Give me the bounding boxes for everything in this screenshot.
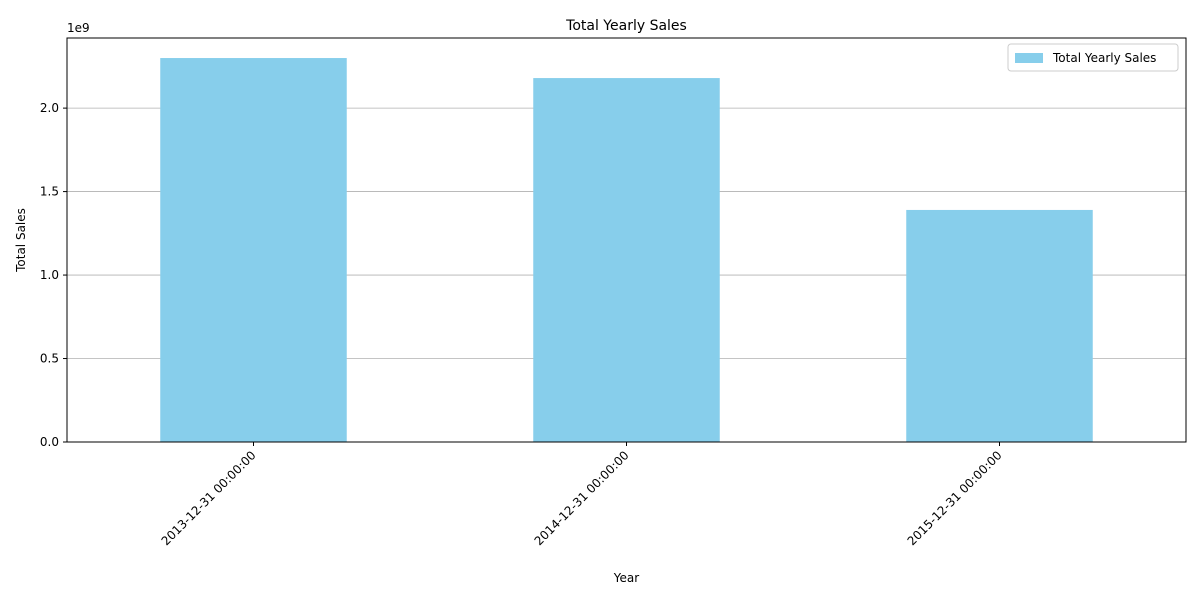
y-tick-label: 0.0 — [40, 435, 59, 449]
x-tick-label: 2015-12-31 00:00:00 — [905, 448, 1005, 548]
x-tick-label: 2014-12-31 00:00:00 — [532, 448, 632, 548]
bar — [906, 209, 1093, 442]
legend-label: Total Yearly Sales — [1052, 51, 1156, 65]
x-axis-ticks: 2013-12-31 00:00:00 2014-12-31 00:00:00 20… — [159, 442, 1005, 548]
x-tick-label: 2013-12-31 00:00:00 — [159, 448, 259, 548]
legend-box — [1007, 43, 1179, 72]
legend: Total Yearly Sales — [1007, 43, 1179, 72]
y-axis-ticks: 0.0 0.5 1.0 1.5 2.0 — [40, 101, 67, 449]
x-axis-label: Year — [613, 571, 639, 585]
bar — [160, 58, 347, 443]
bar — [533, 78, 720, 443]
y-tick-label: 1.5 — [40, 185, 59, 199]
y-tick-label: 1.0 — [40, 268, 59, 282]
bars — [160, 58, 1093, 443]
y-tick-label: 2.0 — [40, 101, 59, 115]
y-axis-offset-label: 1e9 — [67, 21, 90, 35]
chart-title: Total Yearly Sales — [565, 18, 687, 34]
y-axis-label: Total Sales — [14, 208, 28, 273]
y-tick-label: 0.5 — [40, 352, 59, 366]
legend-swatch — [1015, 53, 1043, 63]
